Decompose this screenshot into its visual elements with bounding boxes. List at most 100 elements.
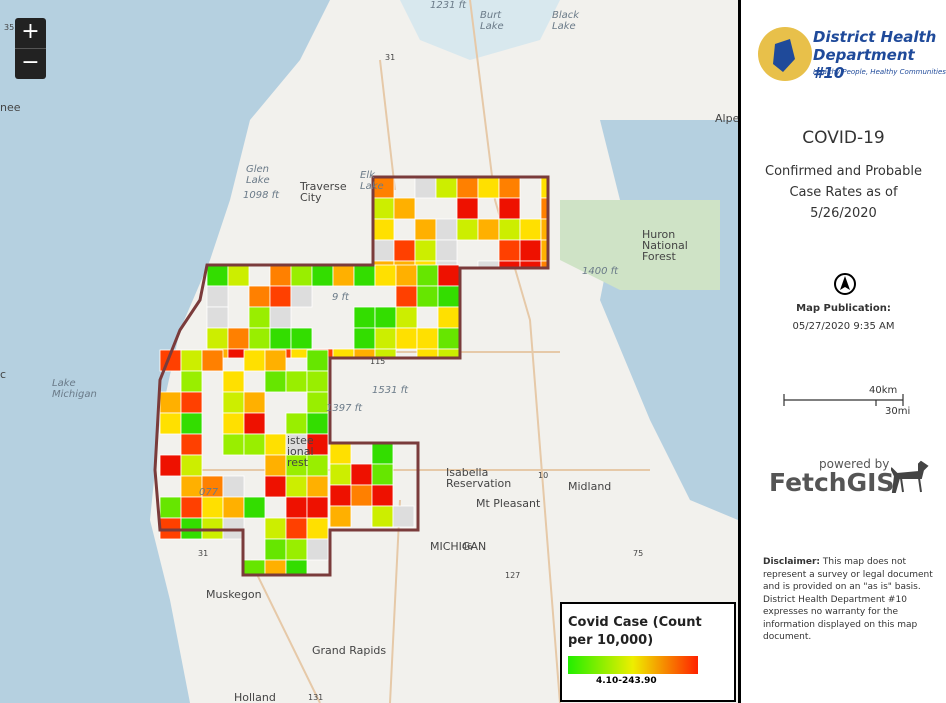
zoom-in[interactable]: + [15,18,46,49]
scale-bar: 40km 30mi [783,385,910,416]
case-rate-cell [393,197,416,220]
case-rate-cell [437,327,460,350]
side-panel: District Health Department #10 Healthy P… [738,0,946,703]
case-rate-cell [264,370,287,393]
case-rate-cell [227,327,250,350]
case-rate-cell [285,517,308,540]
case-rate-cell [285,412,308,435]
map-label: 1397 ft [326,403,363,414]
case-rate-cell [306,475,329,498]
case-rate-cell [437,306,460,329]
case-rate-cell [498,218,521,241]
logo: District Health Department #10 Healthy P… [755,24,946,84]
case-rate-cell [395,264,418,287]
case-rate-cell [414,218,437,241]
publication-label: Map Publication: [796,303,891,314]
case-rate-cell [414,239,437,262]
case-rate-cell [269,264,292,287]
case-rate-cell [180,370,203,393]
legend-title: Covid Case (Count per 10,000) [568,615,702,648]
district-boundary [153,175,550,577]
case-rate-cell [159,391,182,414]
case-rate-cell [206,306,229,329]
map-label: Midland [568,480,611,493]
case-rate-cell [180,412,203,435]
case-rate-cell [222,391,245,414]
map-label: Huron National Forest [642,228,688,263]
map-label: 31 [385,53,395,62]
case-rate-cell [222,412,245,435]
case-rate-cell [371,505,394,528]
publication-date: 05/27/2020 9:35 AM [792,321,895,332]
map-label: 127 [505,571,520,580]
map-label: MICHIGAN [430,540,486,553]
case-rate-cell [264,475,287,498]
case-rate-cell [206,285,229,308]
north-arrow [834,273,856,295]
map-label: Isabella Reservation [446,466,511,490]
case-rate-cell [416,285,439,308]
case-rate-cell [329,505,352,528]
case-rate-cell [243,349,266,372]
map-label: 1400 ft [582,266,619,277]
map-label: nee [0,101,21,114]
case-rate-cell [306,412,329,435]
map-label: 1098 ft [243,190,280,201]
case-rate-cell [159,412,182,435]
map-label: Grand Rapids [312,644,386,657]
case-rate-cell [371,463,394,486]
scale-mi: 30mi [885,406,910,416]
case-rate-cell [306,370,329,393]
case-rate-cell [372,218,395,241]
case-rate-cell [332,264,355,287]
case-rate-cell [374,327,397,350]
case-rate-cell [243,433,266,456]
map-label: Traverse City [299,180,347,204]
case-rate-cell [416,327,439,350]
panel-title: COVID-19 [802,128,885,148]
zoom-out[interactable]: − [21,50,40,75]
case-rate-cell [264,433,287,456]
case-rate-cell [269,285,292,308]
map-label: Burt Lake [480,10,504,32]
case-rate-cell [180,433,203,456]
case-rate-cell [306,538,329,561]
case-rate-cell [416,264,439,287]
case-rate-cell [306,454,329,477]
map-label: 131 [308,693,323,702]
case-rate-cell [395,306,418,329]
case-rate-cell [206,264,229,287]
case-rate-cell [264,517,287,540]
case-rate-cell [248,327,271,350]
map-label: 75 [633,549,643,558]
org-tagline: Healthy People, Healthy Communities [813,68,946,76]
case-rate-cell [437,264,460,287]
legend-gradient [568,656,698,674]
case-rate-cell [285,475,308,498]
case-rate-cell [329,484,352,507]
map-label: 115 [370,357,385,366]
case-rate-cells [159,176,549,576]
zoom-control: + − [15,18,46,79]
legend: Covid Case (Count per 10,000) 4.10-243.9… [560,602,736,702]
case-rate-cell [248,306,271,329]
case-rate-cell [437,285,460,308]
panel-subtitle: Confirmed and Probable Case Rates as of … [765,164,922,221]
case-rate-cell [456,197,479,220]
case-rate-cell [264,538,287,561]
case-rate-cell [264,454,287,477]
map-label: istee ional rest [287,434,314,469]
north-water [400,0,560,60]
case-rate-cell [311,264,334,287]
case-rate-cell [353,327,376,350]
case-rate-cell [395,327,418,350]
case-rate-cell [353,306,376,329]
case-rate-cell [201,349,224,372]
case-rate-cell [285,559,308,576]
case-rate-cell [290,285,313,308]
disclaimer: Disclaimer: This map does not represent … [763,557,933,642]
map-label: 35 [4,23,14,32]
case-rate-cell [477,176,500,199]
case-rate-cell [201,496,224,519]
